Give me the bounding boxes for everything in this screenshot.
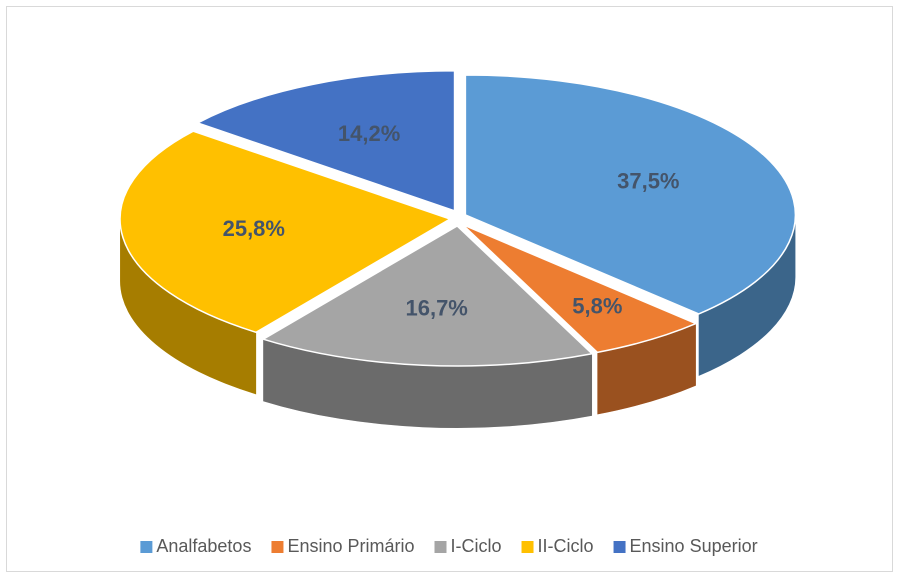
slice-top [464,74,797,315]
slice-top [261,225,594,367]
value-label: 14,2% [338,121,400,146]
value-label: 37,5% [617,169,679,194]
pie-slice [119,130,452,395]
legend-swatch [613,541,626,553]
slice-top [119,130,452,334]
slice-top [462,223,698,354]
slice-side [263,339,593,428]
legend-label: II-Ciclo [538,536,594,556]
slice-side [120,219,257,395]
pie-slice [462,223,698,415]
pie-slice [261,225,594,428]
slice-side-shade [698,214,796,376]
pie-slice [464,74,797,376]
pie-slice [195,70,456,212]
value-label: 5,8% [572,293,622,318]
slice-side-shade [120,219,257,395]
legend-label: I-Ciclo [451,536,502,556]
legend-label: Ensino Superior [630,536,758,556]
slice-side-shade [597,323,696,415]
legend-swatch [140,541,153,553]
legend-label: Ensino Primário [287,536,414,556]
value-label: 25,8% [223,216,285,241]
legend-swatch [434,541,447,553]
slice-side-shade [263,339,593,428]
slice-side [597,323,696,415]
slice-top [195,70,456,212]
value-label: 16,7% [405,295,467,320]
legend-label: Analfabetos [156,536,251,556]
legend-swatch [271,541,284,553]
slice-side [698,214,796,376]
legend-swatch [521,541,534,553]
